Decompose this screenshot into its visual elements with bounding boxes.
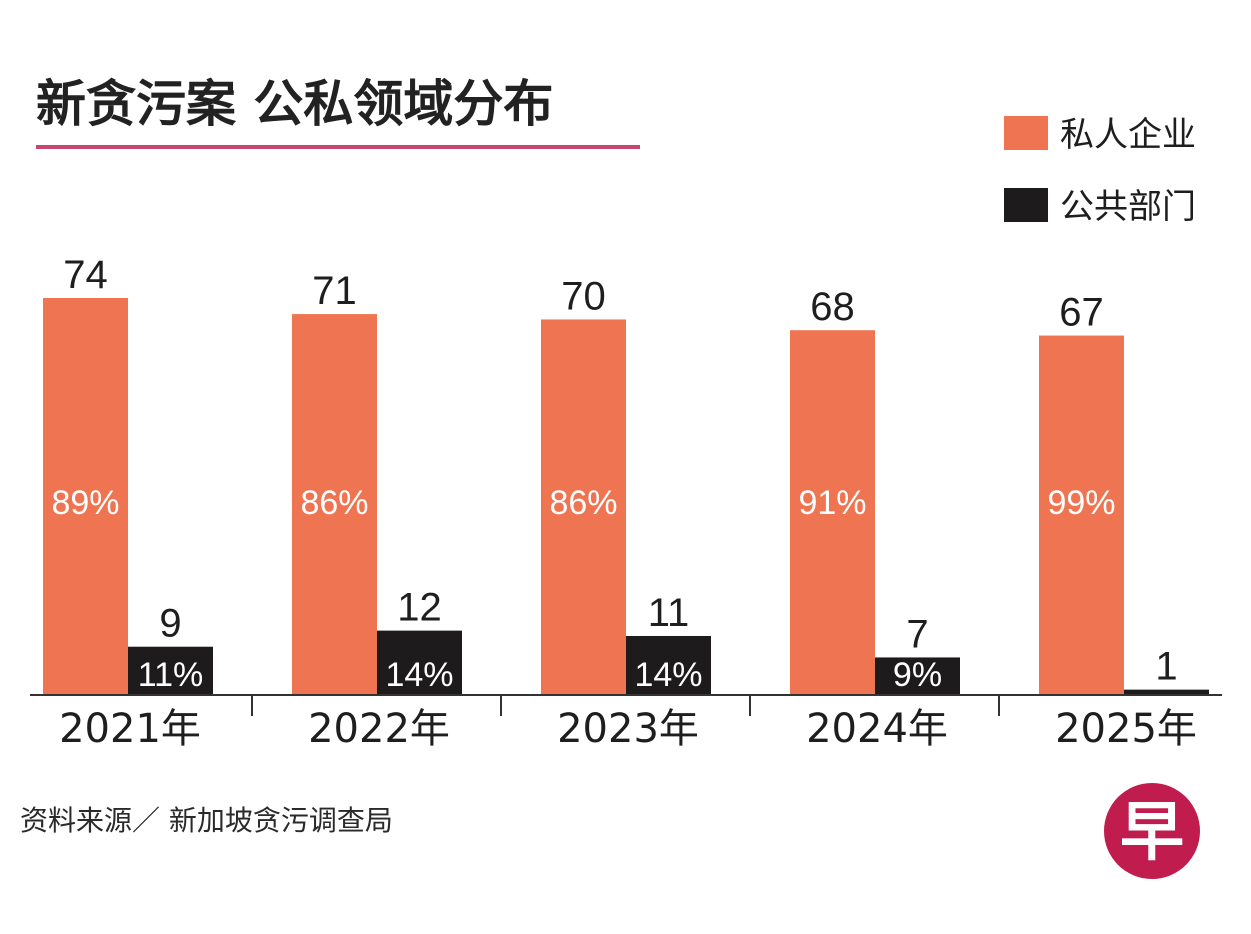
zaobao-logo: 早 [1104,783,1200,879]
legend-label-public: 公共部门 [1060,187,1196,227]
logo-glyph: 早 [1120,796,1184,870]
value-label-public: 1 [1155,645,1177,689]
value-label-public: 11 [648,591,690,635]
bar-public [128,646,213,695]
bar-private [1039,335,1124,695]
percent-label-public: 9% [893,656,942,694]
chart-title: 新贪污案 公私领域分布 [36,75,553,133]
bar-private [43,298,128,695]
value-label-public: 9 [159,602,181,646]
x-tick-label: 2023年 [557,706,699,752]
percent-label-private: 89% [51,484,119,522]
legend-swatch-private [1004,116,1048,150]
source-note: 资料来源／ 新加坡贪污调查局 [20,804,393,837]
x-tick-label: 2021年 [59,706,201,752]
value-label-private: 74 [63,253,108,297]
percent-label-private: 86% [300,484,368,522]
legend: 私人企业 公共部门 [1004,115,1196,227]
percent-label-public: 14% [385,656,453,694]
title-underline [36,145,640,149]
bar-private [541,319,626,695]
value-label-private: 70 [561,274,606,318]
legend-label-private: 私人企业 [1060,115,1196,155]
bar-public [1124,689,1209,695]
value-label-public: 12 [397,586,442,630]
x-tick-label: 2025年 [1055,706,1197,752]
value-label-private: 71 [312,269,357,313]
percent-label-private: 99% [1047,484,1115,522]
x-tick-label: 2024年 [806,706,948,752]
plot-area: 7489%911%2021年7186%1214%2022年7086%1114%2… [30,253,1222,752]
bar-private [790,330,875,695]
bar-private [292,314,377,695]
percent-label-public: 14% [634,656,702,694]
value-label-private: 67 [1059,291,1104,335]
value-label-public: 7 [906,612,928,656]
legend-swatch-public [1004,188,1048,222]
percent-label-private: 86% [549,484,617,522]
bar-public [377,630,462,695]
logo-badge [1104,783,1200,879]
percent-label-private: 91% [798,484,866,522]
bar-public [626,635,711,695]
percent-label-public: 11% [138,656,204,694]
value-label-private: 68 [810,285,855,329]
x-tick-label: 2022年 [308,706,450,752]
bar-public [875,657,960,695]
